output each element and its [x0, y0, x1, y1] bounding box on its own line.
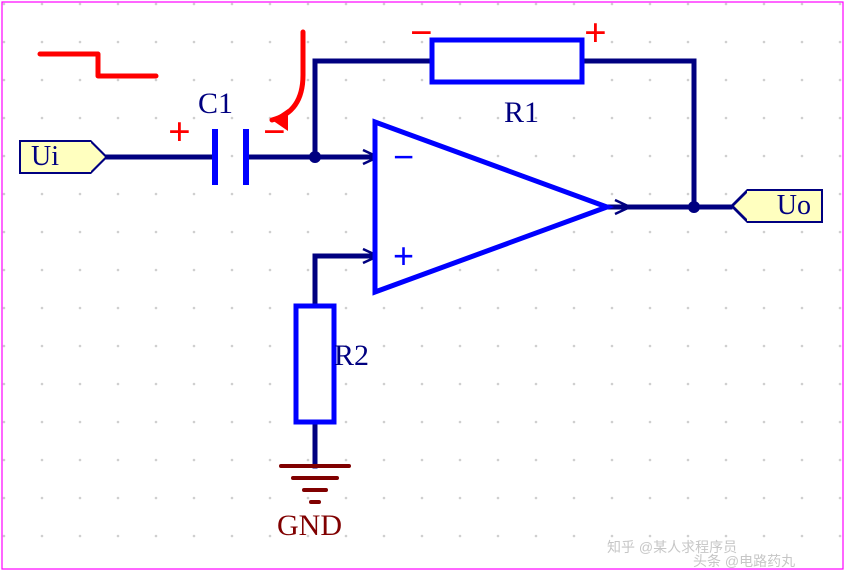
label-c1: C1	[198, 87, 233, 121]
schematic-svg	[0, 0, 845, 571]
opamp-minus-icon: −	[393, 139, 414, 175]
output-port-uo: Uo	[747, 189, 823, 223]
schematic-canvas: Ui Uo C1 R1 R2 + − − + − + GND 知乎 @某人求程序…	[0, 0, 845, 571]
polarity-minus-c1-right: −	[263, 112, 286, 152]
resistor-r1	[432, 40, 582, 82]
polarity-plus-r1-right: +	[584, 13, 607, 53]
label-r2: R2	[334, 339, 369, 373]
input-port-ui: Ui	[19, 140, 91, 174]
opamp-plus-icon: +	[393, 238, 414, 274]
grid	[0, 0, 845, 571]
ground-label: GND	[277, 509, 342, 543]
watermark-2: 头条 @电路药丸	[693, 551, 795, 571]
output-port-label: Uo	[777, 190, 811, 222]
label-r1: R1	[504, 96, 539, 130]
polarity-minus-r1-left: −	[410, 13, 433, 53]
polarity-plus-c1-left: +	[168, 112, 191, 152]
resistor-r2	[296, 306, 334, 422]
input-port-label: Ui	[31, 141, 59, 173]
